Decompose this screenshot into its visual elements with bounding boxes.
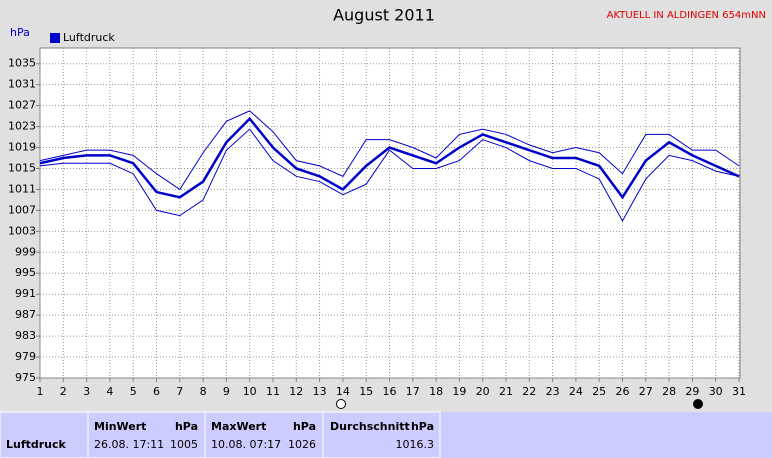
- table-cell: [322, 411, 441, 458]
- x-tick-label: 20: [476, 385, 490, 398]
- table-cell-text: 1026: [288, 438, 316, 451]
- x-tick-label: 10: [243, 385, 257, 398]
- max-line: [39, 110, 740, 191]
- y-tick-label: 1027: [8, 99, 36, 112]
- x-tick-label: 9: [223, 385, 230, 398]
- y-tick-label: 1015: [8, 161, 36, 174]
- x-tick-label: 22: [522, 385, 536, 398]
- chart-title: August 2011: [333, 6, 435, 25]
- x-tick-label: 8: [200, 385, 207, 398]
- x-tick-label: 16: [383, 385, 397, 398]
- y-tick-label: 991: [15, 287, 36, 300]
- new-moon: [693, 399, 703, 409]
- x-tick-label: 1: [37, 385, 44, 398]
- y-axis-label: hPa: [10, 26, 30, 39]
- x-tick-label: 12: [289, 385, 303, 398]
- y-tick-label: 1003: [8, 224, 36, 237]
- y-tick-label: 1023: [8, 120, 36, 133]
- legend-label: Luftdruck: [63, 31, 115, 44]
- x-tick-label: 24: [569, 385, 583, 398]
- mean-line: [39, 116, 740, 200]
- y-tick-label: 983: [15, 329, 36, 342]
- x-tick-label: 3: [83, 385, 90, 398]
- x-tick-label: 30: [709, 385, 723, 398]
- x-tick-label: 25: [592, 385, 606, 398]
- x-tick-label: 7: [176, 385, 183, 398]
- table-header: hPa: [293, 420, 316, 433]
- table-row-label: Luftdruck: [6, 438, 67, 451]
- x-tick-label: 23: [546, 385, 560, 398]
- x-tick-label: 17: [406, 385, 420, 398]
- y-tick-label: 975: [15, 371, 36, 384]
- stats-table: MinWert hPa MaxWert hPa Durchschnitt hPa…: [0, 411, 772, 458]
- min-line: [39, 128, 740, 222]
- x-tick-label: 21: [499, 385, 513, 398]
- legend-swatch: [50, 33, 60, 43]
- x-tick-label: 31: [732, 385, 746, 398]
- y-tick-label: 1019: [8, 141, 36, 154]
- x-tick-label: 2: [60, 385, 67, 398]
- x-tick-label: 6: [153, 385, 160, 398]
- table-cell-text: 10.08. 07:17: [211, 438, 281, 451]
- table-cell-text: 26.08. 17:11: [94, 438, 164, 451]
- x-tick-label: 19: [452, 385, 466, 398]
- station-label: AKTUELL IN ALDINGEN 654mNN: [607, 10, 766, 21]
- x-tick-label: 14: [336, 385, 350, 398]
- y-tick-label: 1007: [8, 203, 36, 216]
- x-tick-label: 5: [130, 385, 137, 398]
- x-tick-label: 11: [266, 385, 280, 398]
- table-header: hPa: [411, 420, 434, 433]
- x-tick-label: 26: [616, 385, 630, 398]
- x-tick-label: 13: [313, 385, 327, 398]
- table-cell-text: 1016.3: [396, 438, 435, 451]
- table-header: hPa: [175, 420, 198, 433]
- full-moon: [336, 399, 346, 409]
- y-tick-label: 995: [15, 266, 36, 279]
- table-header: MinWert: [94, 420, 146, 433]
- x-tick-label: 28: [662, 385, 676, 398]
- x-tick-label: 29: [685, 385, 699, 398]
- x-tick-label: 4: [106, 385, 113, 398]
- table-bg: [0, 412, 772, 458]
- x-tick-label: 15: [359, 385, 373, 398]
- table-header: MaxWert: [211, 420, 266, 433]
- x-tick-label: 27: [639, 385, 653, 398]
- y-tick-label: 1031: [8, 78, 36, 91]
- y-tick-label: 1035: [8, 57, 36, 70]
- y-tick-label: 1011: [8, 182, 36, 195]
- moon-icons: [336, 399, 703, 409]
- y-tick-label: 999: [15, 245, 36, 258]
- y-tick-label: 987: [15, 308, 36, 321]
- table-header: Durchschnitt: [330, 420, 410, 433]
- table-cell-text: 1005: [170, 438, 198, 451]
- x-tick-label: 18: [429, 385, 443, 398]
- y-tick-label: 979: [15, 350, 36, 363]
